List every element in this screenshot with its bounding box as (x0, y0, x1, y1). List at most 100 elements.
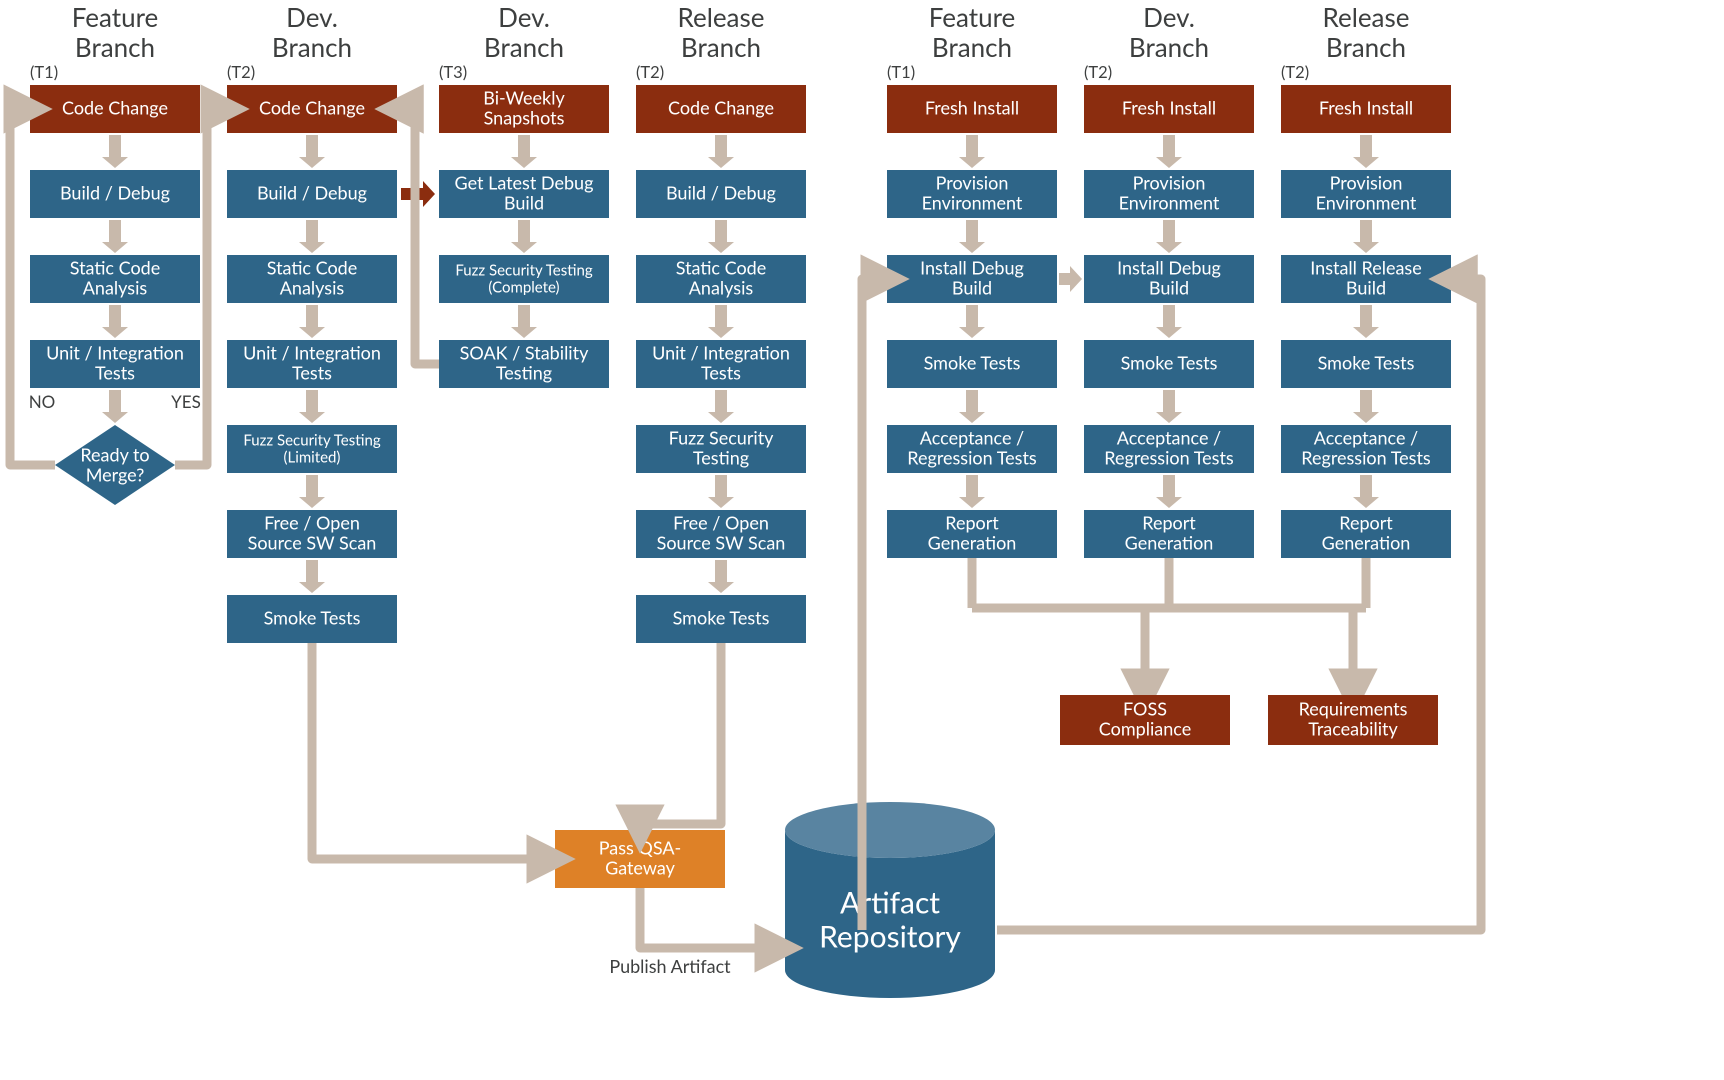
svg-text:Acceptance /: Acceptance / (1314, 427, 1418, 449)
down-arrow (1353, 220, 1379, 253)
down-arrow (299, 560, 325, 593)
down-arrow (708, 475, 734, 508)
svg-text:Fresh Install: Fresh Install (1319, 97, 1413, 119)
svg-text:Tests: Tests (292, 362, 332, 384)
down-arrow (708, 390, 734, 423)
svg-text:Install Debug: Install Debug (1117, 257, 1221, 279)
down-arrow (1156, 475, 1182, 508)
connector (312, 643, 551, 859)
svg-text:Unit / Integration: Unit / Integration (243, 342, 381, 364)
svg-text:Build: Build (952, 277, 992, 299)
svg-text:Environment: Environment (922, 192, 1023, 214)
svg-text:Analysis: Analysis (83, 277, 148, 299)
svg-text:Smoke Tests: Smoke Tests (1318, 352, 1415, 374)
svg-text:Branch: Branch (75, 31, 155, 63)
down-arrow (959, 390, 985, 423)
svg-text:Build: Build (1149, 277, 1189, 299)
down-arrow (959, 135, 985, 168)
svg-text:Testing: Testing (693, 447, 749, 469)
svg-text:Free / Open: Free / Open (264, 512, 360, 534)
svg-text:(T1): (T1) (30, 62, 58, 82)
svg-text:Regression Tests: Regression Tests (907, 447, 1037, 469)
down-arrow (708, 560, 734, 593)
svg-text:Release: Release (1323, 1, 1410, 33)
svg-text:Provision: Provision (1133, 172, 1206, 194)
svg-text:(T3): (T3) (439, 62, 467, 82)
svg-text:Report: Report (1339, 512, 1393, 534)
svg-text:Compliance: Compliance (1099, 718, 1191, 740)
svg-text:(T1): (T1) (887, 62, 915, 82)
svg-text:Free / Open: Free / Open (673, 512, 769, 534)
down-arrow (1353, 475, 1379, 508)
svg-text:(Complete): (Complete) (488, 278, 559, 296)
down-arrow (102, 220, 128, 253)
svg-text:Source SW Scan: Source SW Scan (248, 532, 377, 554)
svg-text:Ready to: Ready to (80, 444, 149, 466)
svg-text:Branch: Branch (681, 31, 761, 63)
svg-text:Unit / Integration: Unit / Integration (652, 342, 790, 364)
down-arrow (1353, 390, 1379, 423)
svg-text:Dev.: Dev. (286, 1, 338, 33)
svg-text:Testing: Testing (496, 362, 552, 384)
down-arrow (299, 390, 325, 423)
svg-text:Source SW Scan: Source SW Scan (657, 532, 786, 554)
down-arrow (299, 220, 325, 253)
down-arrow (959, 305, 985, 338)
down-arrow (1156, 305, 1182, 338)
svg-text:Merge?: Merge? (86, 464, 145, 486)
connector (399, 109, 439, 364)
svg-text:Dev.: Dev. (1143, 1, 1195, 33)
svg-text:Dev.: Dev. (498, 1, 550, 33)
svg-text:Report: Report (1142, 512, 1196, 534)
svg-text:Regression Tests: Regression Tests (1104, 447, 1234, 469)
down-arrow (102, 135, 128, 168)
down-arrow (959, 220, 985, 253)
down-arrow (102, 390, 128, 423)
svg-text:Build: Build (504, 192, 544, 214)
svg-text:Smoke Tests: Smoke Tests (673, 607, 770, 629)
svg-text:Tests: Tests (95, 362, 135, 384)
svg-text:Smoke Tests: Smoke Tests (924, 352, 1021, 374)
right-arrow (1059, 266, 1082, 292)
svg-text:Fuzz Security Testing: Fuzz Security Testing (455, 261, 592, 279)
svg-text:Static Code: Static Code (267, 257, 358, 279)
svg-text:Provision: Provision (1330, 172, 1403, 194)
svg-text:Static Code: Static Code (70, 257, 161, 279)
flowchart-canvas: FeatureBranch(T1)Dev.Branch(T2)Dev.Branc… (0, 0, 1724, 1080)
down-arrow (1156, 135, 1182, 168)
svg-text:Install Debug: Install Debug (920, 257, 1024, 279)
svg-text:Repository: Repository (819, 919, 961, 955)
svg-text:Acceptance /: Acceptance / (1117, 427, 1221, 449)
svg-text:(Limited): (Limited) (284, 448, 341, 466)
down-arrow (1156, 390, 1182, 423)
svg-text:Pass QSA-: Pass QSA- (599, 837, 681, 859)
svg-text:Tests: Tests (701, 362, 741, 384)
svg-text:Build / Debug: Build / Debug (666, 182, 776, 204)
svg-text:Build / Debug: Build / Debug (257, 182, 367, 204)
svg-text:Generation: Generation (1322, 532, 1411, 554)
down-arrow (511, 220, 537, 253)
down-arrow (511, 135, 537, 168)
svg-text:Feature: Feature (929, 1, 1016, 33)
down-arrow (708, 135, 734, 168)
svg-text:Static Code: Static Code (676, 257, 767, 279)
down-arrow (708, 220, 734, 253)
svg-text:Smoke Tests: Smoke Tests (264, 607, 361, 629)
svg-text:Environment: Environment (1119, 192, 1220, 214)
svg-text:Fresh Install: Fresh Install (925, 97, 1019, 119)
svg-text:Branch: Branch (272, 31, 352, 63)
svg-text:Fuzz Security Testing: Fuzz Security Testing (243, 431, 380, 449)
svg-text:Gateway: Gateway (605, 857, 676, 879)
svg-text:Feature: Feature (72, 1, 159, 33)
svg-text:Branch: Branch (1129, 31, 1209, 63)
svg-text:(T2): (T2) (227, 62, 255, 82)
svg-text:Analysis: Analysis (689, 277, 754, 299)
connector (640, 888, 779, 948)
svg-text:FOSS: FOSS (1123, 698, 1167, 720)
down-arrow (299, 305, 325, 338)
svg-text:NO: NO (29, 391, 56, 412)
svg-text:Generation: Generation (1125, 532, 1214, 554)
svg-text:Requirements: Requirements (1299, 698, 1408, 720)
svg-text:Report: Report (945, 512, 999, 534)
down-arrow (299, 475, 325, 508)
